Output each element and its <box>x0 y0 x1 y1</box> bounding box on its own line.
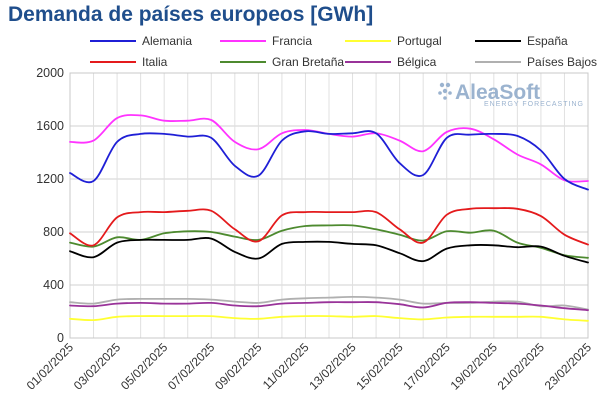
x-tick-label: 03/02/2025 <box>71 340 124 393</box>
series-line-gran-bretana <box>69 224 589 259</box>
plot-area <box>69 72 589 339</box>
legend-swatch <box>220 61 266 63</box>
x-tick-label: 15/02/2025 <box>353 340 406 393</box>
x-tick-label: 05/02/2025 <box>118 340 171 393</box>
logo-mark-icon <box>438 82 452 100</box>
x-tick-label: 09/02/2025 <box>212 340 265 393</box>
legend-item-francia: Francia <box>220 34 312 48</box>
x-tick-label: 19/02/2025 <box>448 340 501 393</box>
x-tick-label: 21/02/2025 <box>495 340 548 393</box>
series-line-portugal <box>69 315 589 322</box>
series-line-italia <box>69 207 589 247</box>
y-tick-label: 400 <box>43 278 64 292</box>
y-tick-label: 800 <box>43 225 64 239</box>
y-tick-label: 2000 <box>36 66 64 80</box>
x-tick-label: 17/02/2025 <box>400 340 453 393</box>
logo-name: AleaSoft <box>455 81 541 104</box>
aleasoft-logo: AleaSoft ENERGY FORECASTING <box>437 80 587 116</box>
x-tick-label: 07/02/2025 <box>165 340 218 393</box>
legend-label: España <box>527 34 568 48</box>
legend-swatch <box>90 40 136 42</box>
legend-item-alemania: Alemania <box>90 34 192 48</box>
logo-tagline: ENERGY FORECASTING <box>484 101 584 108</box>
legend-label: Italia <box>142 55 168 69</box>
legend-swatch <box>475 40 521 42</box>
x-tick-label: 01/02/2025 <box>24 340 77 393</box>
legend-item-espana: España <box>475 34 568 48</box>
x-tick-label: 11/02/2025 <box>260 340 312 392</box>
legend-label: Gran Bretaña <box>272 55 345 69</box>
legend-label: Países Bajos <box>527 55 598 69</box>
legend-label: Francia <box>272 34 313 48</box>
legend-label: Bélgica <box>397 55 437 69</box>
series-line-paises-bajos <box>69 296 589 311</box>
chart-title: Demanda de países europeos [GWh] <box>8 3 374 26</box>
x-tick-label: 13/02/2025 <box>306 340 359 393</box>
series-line-alemania <box>69 130 589 191</box>
legend-swatch <box>220 40 266 42</box>
series-line-belgica <box>69 301 589 312</box>
legend-swatch <box>345 40 391 42</box>
legend-swatch <box>475 61 521 63</box>
legend-item-portugal: Portugal <box>345 34 442 48</box>
legend-item-italia: Italia <box>90 55 167 69</box>
legend-item-paises-bajos: Países Bajos <box>475 55 597 69</box>
legend-label: Alemania <box>142 34 193 48</box>
y-tick-label: 0 <box>57 331 64 345</box>
y-tick-label: 1600 <box>36 119 64 133</box>
legend-swatch <box>90 61 136 63</box>
legend-label: Portugal <box>397 34 442 48</box>
series-line-espana <box>69 237 589 264</box>
x-tick-label: 23/02/2025 <box>542 340 595 393</box>
legend-swatch <box>345 61 391 63</box>
legend-item-belgica: Bélgica <box>345 55 436 69</box>
legend-item-gran-bretana: Gran Bretaña <box>220 55 344 69</box>
legend: Alemania Francia Portugal España Italia Gran … <box>0 0 600 70</box>
y-tick-label: 1200 <box>36 172 64 186</box>
